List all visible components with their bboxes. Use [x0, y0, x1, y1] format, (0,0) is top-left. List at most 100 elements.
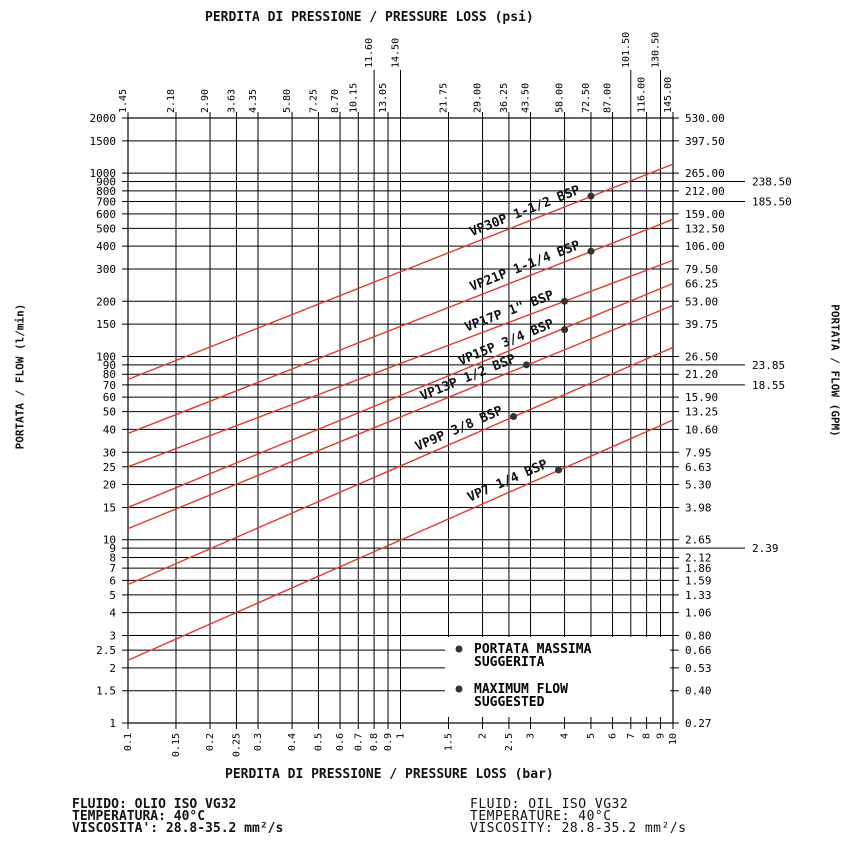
x2-tick-label: 10.15: [348, 83, 359, 113]
x2-tick-label: 13.05: [378, 83, 389, 113]
x-tick-label: 0.7: [353, 733, 364, 751]
series-line: [127, 282, 674, 509]
y-tick-label: 8: [109, 551, 116, 564]
y-tick-label: 4: [109, 607, 116, 620]
max-flow-marker: [587, 247, 595, 255]
y2-tick-label: 53.00: [685, 295, 718, 308]
footer-en-fluid: FLUID: OIL ISO VG32: [470, 797, 629, 812]
y-tick-label: 5: [109, 589, 116, 602]
x2-tick-label: 3.63: [226, 89, 237, 113]
y2-tick-label: 10.60: [685, 423, 718, 436]
max-flow-marker: [510, 413, 518, 421]
x2-tick-label: 29.00: [473, 83, 484, 113]
y2-tick-label: 66.25: [685, 278, 718, 291]
y2-extra-label: 23.85: [752, 359, 785, 372]
y-tick-label: 2.5: [96, 644, 116, 657]
x-tick-label: 5: [586, 733, 597, 739]
x2-tick-label: 101.50: [621, 32, 632, 68]
x-tick-label: 4: [560, 733, 571, 739]
y-tick-label: 80: [103, 368, 116, 381]
series-line: [127, 163, 674, 380]
y-tick-label: 1000: [90, 167, 117, 180]
y-tick-label: 150: [96, 318, 116, 331]
y2-extra-label: 18.55: [752, 379, 785, 392]
series-line: [127, 419, 674, 661]
y2-tick-label: 1.33: [685, 589, 712, 602]
y2-tick-label: 0.80: [685, 630, 712, 643]
y2-extra-label: 238.50: [752, 176, 792, 189]
footer-it-fluid: FLUIDO: OLIO ISO VG32: [72, 797, 237, 812]
left-axis-title: PORTATA / FLOW (l/min): [13, 303, 27, 450]
y-tick-label: 900: [96, 176, 116, 189]
x-tick-label: 0.3: [253, 733, 264, 751]
x-tick-label: 0.4: [287, 733, 298, 751]
x-tick-label: 8: [642, 733, 653, 739]
x-tick-label: 0.5: [313, 733, 324, 751]
y-tick-label: 7: [109, 562, 116, 575]
x2-tick-label: 5.80: [282, 89, 293, 113]
footer-english: FLUID: OIL ISO VG32 TEMPERATURE: 40°C VI…: [470, 797, 687, 835]
series-label: VP7 1/4 BSP: [465, 457, 550, 506]
x-tick-label: 0.1: [123, 733, 134, 751]
y-tick-label: 40: [103, 423, 116, 436]
x2-tick-label: 1.45: [118, 89, 129, 113]
bottom-axis-title: PERDITA DI PRESSIONE / PRESSURE LOSS (ba…: [225, 767, 554, 782]
y-tick-label: 800: [96, 185, 116, 198]
y-tick-label: 100: [96, 350, 116, 363]
y-tick-label: 90: [103, 359, 116, 372]
y2-tick-label: 5.30: [685, 479, 712, 492]
max-flow-marker: [523, 361, 531, 369]
legend-marker-1: [455, 645, 463, 653]
y2-tick-label: 15.90: [685, 391, 718, 404]
y-tick-label: 300: [96, 263, 116, 276]
y2-tick-label: 397.50: [685, 135, 725, 148]
y-tick-label: 6: [109, 574, 116, 587]
max-flow-marker: [554, 466, 562, 474]
y2-extra-label: 2.39: [752, 542, 779, 555]
footer-en-temperature: TEMPERATURE: 40°C: [470, 809, 612, 824]
right-axis-title: PORTATA / FLOW (GPM): [828, 304, 842, 437]
top-axis-title: PERDITA DI PRESSIONE / PRESSURE LOSS (ps…: [205, 10, 534, 25]
footer-italian: FLUIDO: OLIO ISO VG32 TEMPERATURA: 40°C …: [72, 797, 283, 835]
y-tick-label: 1: [109, 717, 116, 730]
y2-tick-label: 159.00: [685, 208, 725, 221]
y-tick-label: 9: [109, 542, 116, 555]
y-tick-label: 20: [103, 479, 116, 492]
legend-box: [445, 637, 670, 717]
x2-tick-label: 2.90: [200, 89, 211, 113]
y2-tick-label: 132.50: [685, 222, 725, 235]
x-tick-label: 1: [396, 733, 407, 739]
y2-tick-label: 6.63: [685, 461, 712, 474]
y2-tick-label: 39.75: [685, 318, 718, 331]
y-tick-label: 500: [96, 222, 116, 235]
x2-tick-label: 4.35: [248, 89, 259, 113]
max-flow-marker: [561, 326, 569, 334]
max-flow-marker: [587, 192, 595, 200]
y2-tick-label: 530.00: [685, 112, 725, 125]
x2-tick-label: 43.50: [521, 83, 532, 113]
y2-tick-label: 0.40: [685, 685, 712, 698]
x2-tick-label: 87.00: [603, 83, 614, 113]
x2-tick-label: 58.00: [555, 83, 566, 113]
x-tick-label: 10: [668, 733, 679, 745]
x2-tick-label: 116.00: [637, 77, 648, 113]
x-tick-label: 9: [656, 733, 667, 739]
y2-tick-label: 26.50: [685, 350, 718, 363]
y2-tick-label: 3.98: [685, 501, 712, 514]
y-tick-label: 15: [103, 501, 116, 514]
y2-tick-label: 0.66: [685, 644, 712, 657]
y2-tick-label: 2.12: [685, 551, 712, 564]
y-tick-label: 25: [103, 461, 116, 474]
x2-tick-label: 21.75: [438, 83, 449, 113]
x2-tick-label: 8.70: [330, 89, 341, 113]
series-line: [127, 259, 674, 468]
x-tick-label: 7: [626, 733, 637, 739]
y2-tick-label: 0.53: [685, 662, 712, 675]
y2-tick-label: 79.50: [685, 263, 718, 276]
x2-tick-label: 72.50: [581, 83, 592, 113]
x-tick-label: 0.15: [171, 733, 182, 757]
y2-tick-label: 21.20: [685, 368, 718, 381]
series-line: [127, 218, 674, 435]
x2-tick-label: 130.50: [651, 32, 662, 68]
